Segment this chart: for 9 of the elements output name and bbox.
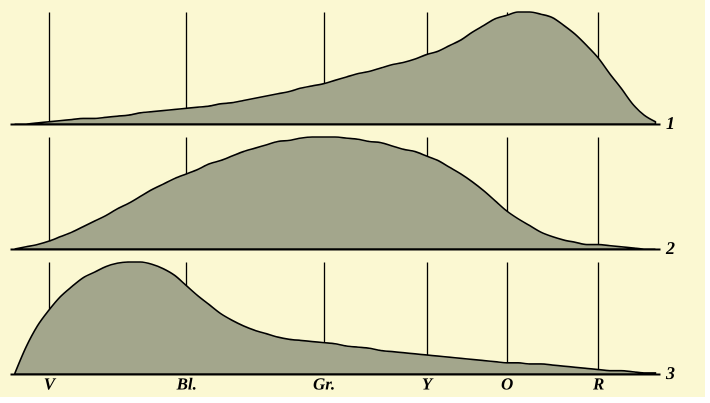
x-tick-label: Gr. xyxy=(312,374,336,394)
x-tick-label: Bl. xyxy=(176,374,197,394)
x-tick-label: V xyxy=(44,374,57,394)
text: 3 xyxy=(665,363,675,383)
text: 1 xyxy=(666,113,675,133)
x-tick-label: R xyxy=(592,374,604,394)
text: 2 xyxy=(665,238,675,258)
x-tick-label: Y xyxy=(422,374,434,394)
x-tick-label: O xyxy=(501,374,514,394)
